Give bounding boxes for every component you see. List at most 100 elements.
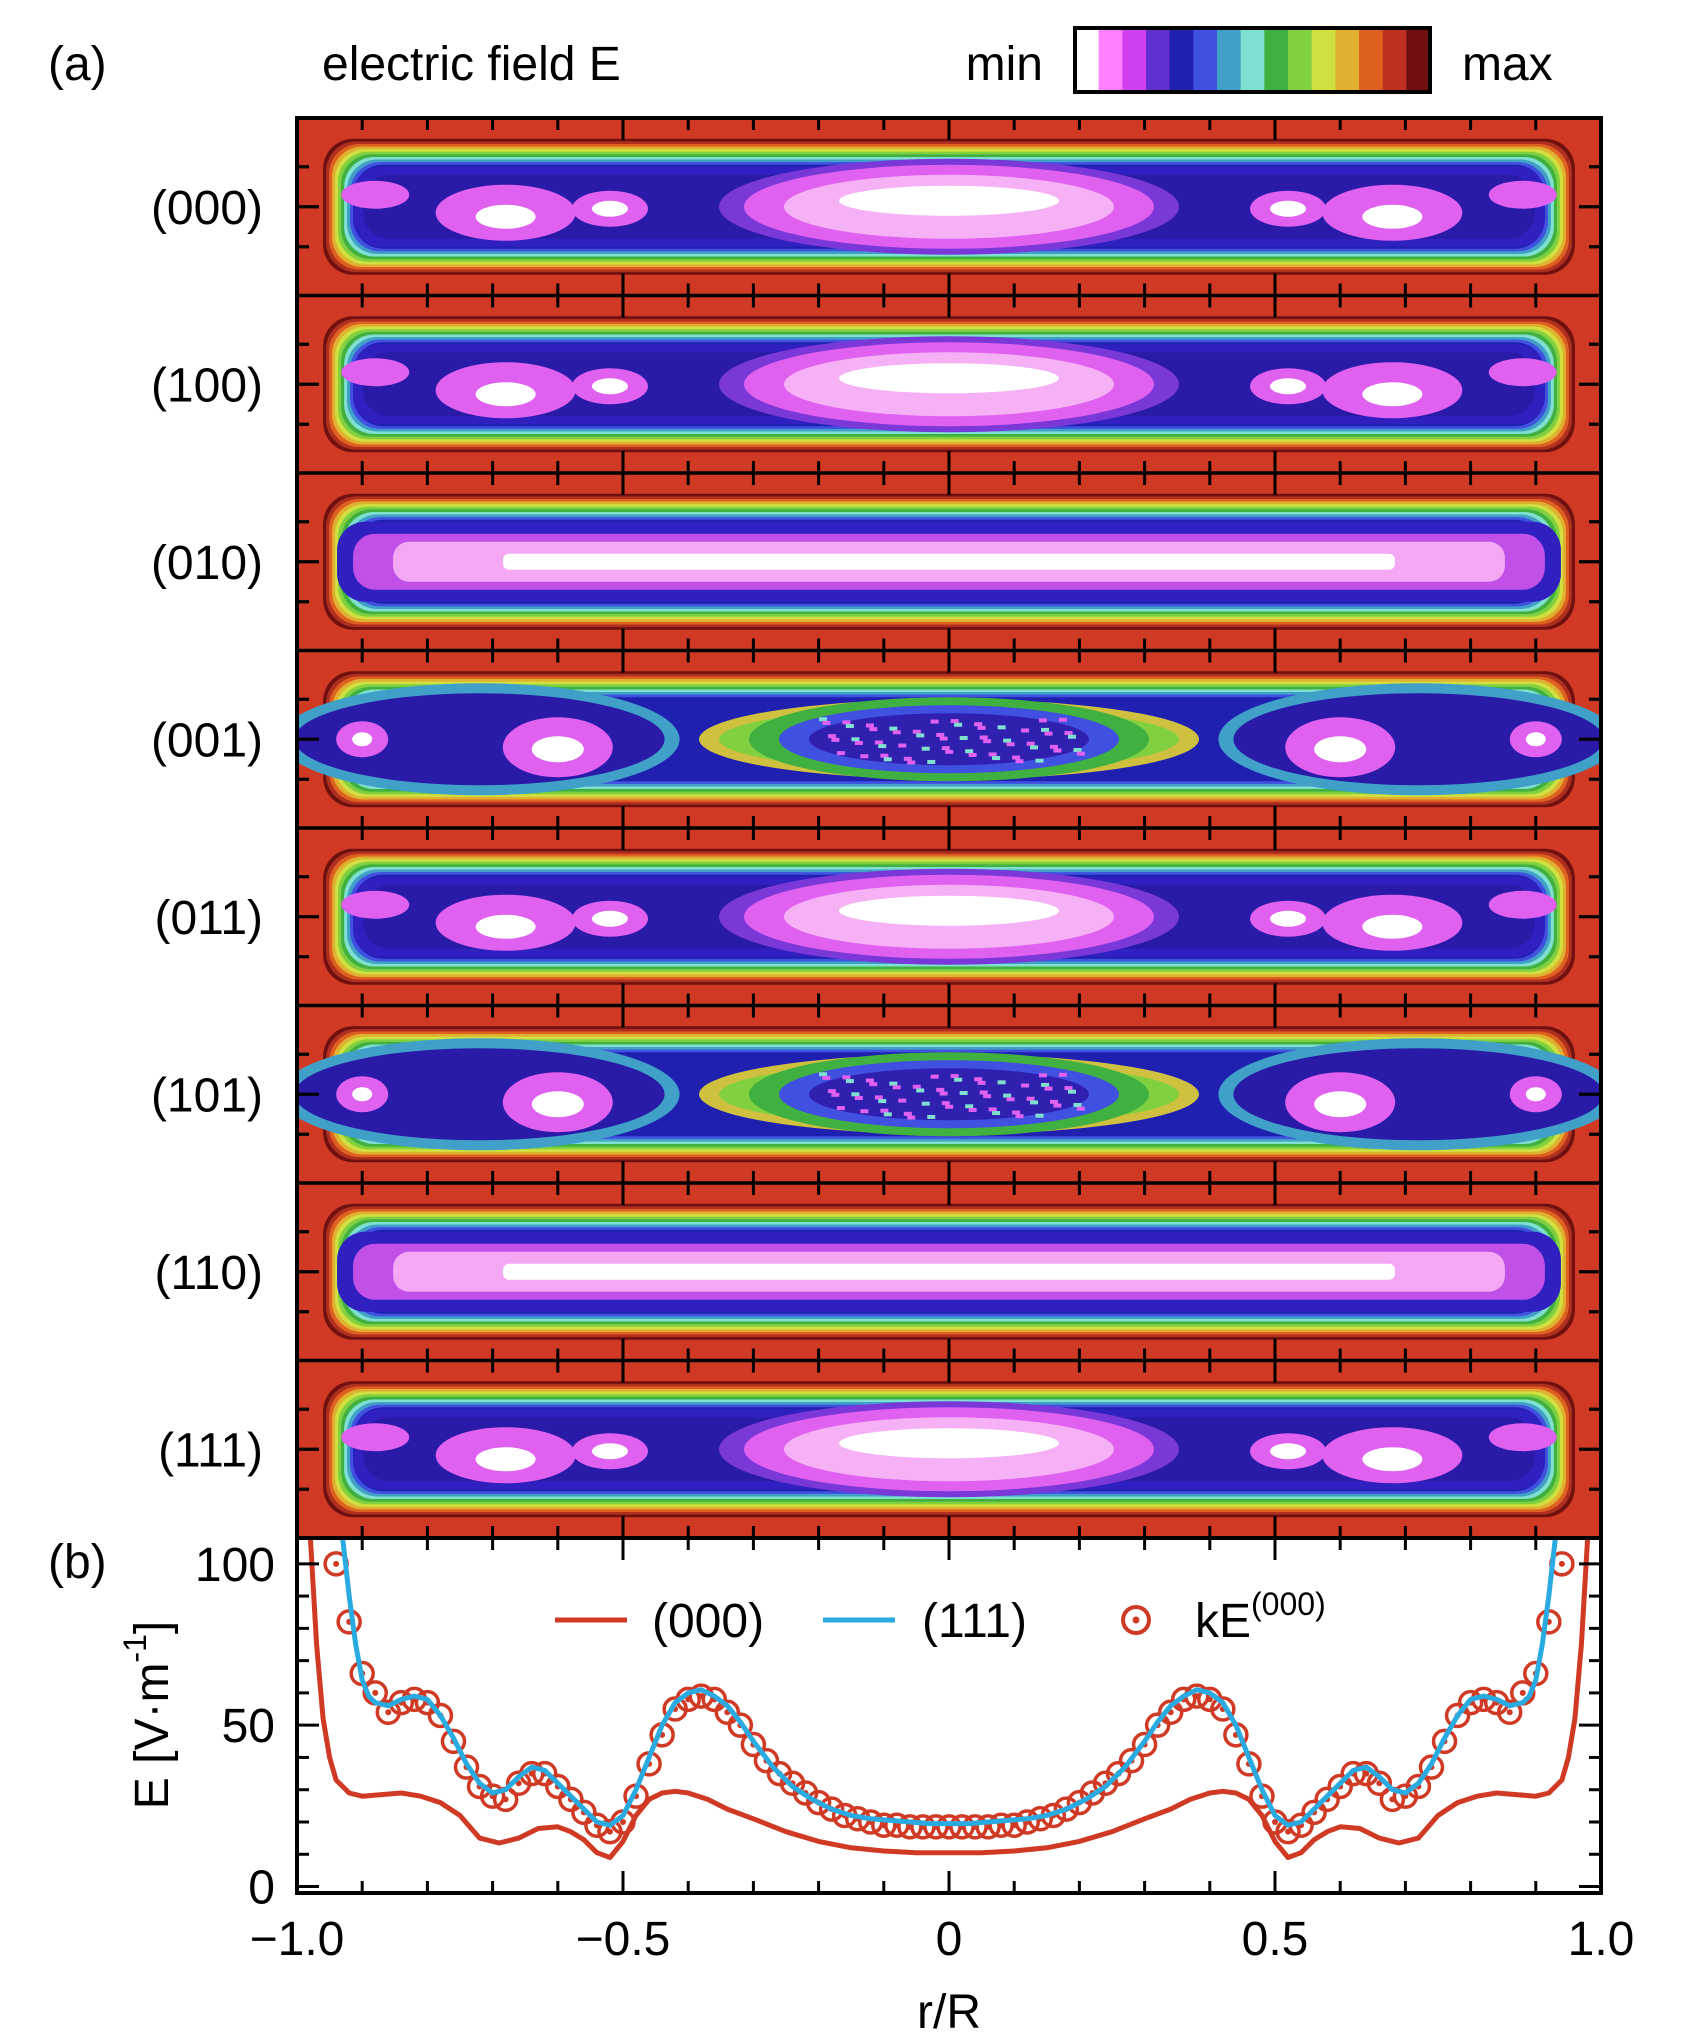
field-noise <box>860 754 869 759</box>
field-noise <box>977 725 986 730</box>
field-center-inner <box>809 713 1089 766</box>
field-blob-edge-core <box>352 732 373 747</box>
heatmap-row <box>323 316 1575 453</box>
kE000-marker <box>805 1789 832 1816</box>
field-noise <box>1044 731 1053 736</box>
field-noise <box>1053 1103 1062 1108</box>
field-noise <box>845 724 854 729</box>
colorbar-swatch <box>1169 28 1194 92</box>
field-noise <box>959 736 968 741</box>
field-noise <box>889 726 898 731</box>
field-noise <box>874 1095 883 1100</box>
field-noise <box>842 1075 851 1080</box>
kE000-marker <box>453 1754 480 1780</box>
field-noise <box>1003 738 1012 743</box>
colorbar-swatch <box>1075 28 1100 92</box>
legend-label-kE: kE(000) <box>1195 1586 1326 1648</box>
field-noise <box>1038 718 1047 723</box>
legend-marker-kE <box>1121 1605 1151 1635</box>
field-noise <box>854 740 863 745</box>
field-noise <box>889 1081 898 1086</box>
colorbar-swatch <box>1122 28 1147 92</box>
field-noise <box>950 719 959 724</box>
legend-label-000: (000) <box>652 1595 764 1648</box>
field-noise <box>965 749 974 754</box>
field-noise <box>927 1114 936 1119</box>
colorbar-swatch <box>1311 28 1336 92</box>
field-noise <box>880 753 889 758</box>
kE000-marker-dot <box>1272 1819 1278 1825</box>
field-noise <box>983 739 992 744</box>
field-noise <box>941 746 950 751</box>
field-noise <box>1041 1082 1050 1087</box>
kE000-marker <box>701 1686 728 1713</box>
row-label: (111) <box>158 1424 263 1477</box>
field-noise <box>827 1089 836 1094</box>
y-tick-label: 50 <box>222 1700 275 1753</box>
field-noise <box>930 719 939 724</box>
x-tick-label: −1.0 <box>250 1913 345 1966</box>
kE000-marker <box>571 1799 597 1826</box>
field-blob-side-core <box>531 1091 584 1118</box>
heatmap-row <box>323 1381 1575 1518</box>
colorbar-swatch <box>1264 28 1289 92</box>
field-blob-edge <box>1488 890 1557 919</box>
field-noise <box>968 752 977 757</box>
field-noise <box>974 1077 983 1082</box>
kE000-marker <box>1405 1773 1432 1800</box>
field-noise <box>997 725 1006 730</box>
field-blob-mid-core <box>1270 378 1307 395</box>
kE000-marker <box>1314 1786 1340 1813</box>
field-noise <box>1053 748 1062 753</box>
field-noise <box>983 1094 992 1099</box>
kE000-marker <box>818 1796 845 1822</box>
field-noise <box>851 737 860 742</box>
heatmap-row <box>323 848 1575 985</box>
field-white-core <box>503 553 1395 570</box>
x-axis-label: r/R <box>917 1986 981 2037</box>
kE000-marker <box>727 1712 754 1738</box>
field-noise <box>1050 744 1059 749</box>
kE000-marker <box>1418 1754 1445 1780</box>
field-noise <box>930 1074 939 1079</box>
field-noise <box>1073 747 1082 752</box>
field-noise <box>819 717 827 722</box>
field-blob-edge <box>1488 358 1557 387</box>
field-noise <box>878 744 887 749</box>
colorbar <box>1075 28 1431 92</box>
x-tick-label: 0.5 <box>1242 1913 1309 1966</box>
field-noise <box>1029 1100 1038 1105</box>
field-noise <box>854 1095 863 1100</box>
field-noise <box>992 1111 1001 1116</box>
field-noise <box>819 1072 827 1077</box>
field-noise <box>1064 1086 1073 1091</box>
field-noise <box>921 1101 930 1106</box>
colorbar-max-label: max <box>1462 38 1553 91</box>
heatmap-panel <box>297 118 1601 1538</box>
field-noise <box>831 737 840 742</box>
field-noise <box>892 730 901 735</box>
kE000-marker <box>1444 1702 1471 1729</box>
field-blob-side-core <box>475 914 536 939</box>
kE000-marker <box>1144 1712 1171 1738</box>
field-white-core <box>503 1263 1395 1280</box>
field-noise <box>1067 734 1076 739</box>
heatmap-row <box>297 671 1601 808</box>
kE000-marker-dot <box>1206 1696 1213 1703</box>
row-label: (100) <box>151 359 263 412</box>
kE000-marker <box>1170 1686 1197 1713</box>
kE000-marker-dot <box>606 1828 613 1835</box>
field-noise <box>1026 1096 1035 1101</box>
field-noise <box>1029 745 1038 750</box>
field-blob-mid-core <box>591 1443 628 1460</box>
field-noise <box>1050 1099 1059 1104</box>
panel-a-letter: (a) <box>48 38 107 91</box>
field-noise <box>831 1092 840 1097</box>
field-noise <box>822 1075 831 1080</box>
kE000-marker-dot <box>1558 1560 1565 1567</box>
field-noise <box>945 749 954 754</box>
field-blob-edge <box>1488 1423 1557 1452</box>
panel-b-letter: (b) <box>48 1536 107 1589</box>
legend-label-kE-sup: (000) <box>1251 1586 1326 1622</box>
kE000-marker <box>1496 1699 1523 1726</box>
